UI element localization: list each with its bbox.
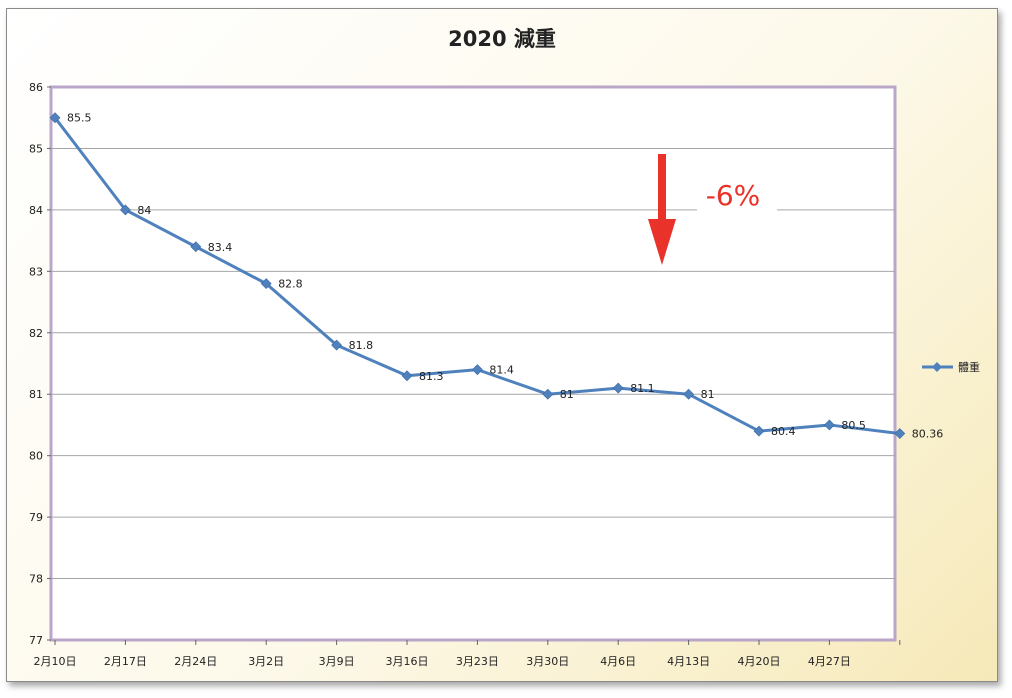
data-label: 84 (137, 204, 151, 217)
y-tick-label: 79 (29, 511, 43, 524)
plot-background (49, 85, 897, 642)
data-label: 80.4 (771, 425, 796, 438)
data-point-marker (119, 204, 131, 216)
data-label: 81.3 (419, 370, 444, 383)
annotation-arrow-shaft (658, 154, 666, 222)
chart-svg: 2020 減重 77 78 79 80 81 82 83 84 85 86 2月10日 2月17日 2月… (29, 27, 980, 668)
data-point-marker (753, 425, 765, 437)
data-label: 85.5 (67, 112, 92, 125)
data-point-marker (612, 382, 624, 394)
y-tick-label: 77 (29, 634, 43, 647)
annotation-backdrop (697, 177, 777, 213)
data-point-marker (401, 370, 413, 382)
y-tick-label: 82 (29, 327, 43, 340)
chart-title: 2020 減重 (448, 27, 556, 51)
x-tick-label: 3月2日 (248, 655, 284, 668)
data-label: 81.4 (489, 364, 514, 377)
data-point-marker (823, 419, 835, 431)
x-tick-label: 2月10日 (34, 655, 77, 668)
data-point-marker (331, 339, 343, 351)
x-tick-label: 4月6日 (600, 655, 636, 668)
chart-frame: 2020 減重 77 78 79 80 81 82 83 84 85 86 2月10日 2月17日 2月… (6, 8, 998, 682)
data-point-marker (683, 388, 695, 400)
data-point-marker (542, 388, 554, 400)
plot-area: 77 78 79 80 81 82 83 84 85 86 2月10日 2月17日 2月24日 3月2日 3… (29, 81, 980, 668)
data-label: 81.8 (349, 339, 374, 352)
data-label: 80.36 (912, 428, 944, 441)
y-tick-label: 85 (29, 142, 43, 155)
data-point-marker (894, 428, 906, 439)
data-label: 81.1 (630, 382, 655, 395)
x-tick-label: 3月16日 (386, 655, 429, 668)
data-label: 83.4 (208, 241, 233, 254)
x-tick-label: 4月20日 (738, 655, 781, 668)
data-label: 81 (560, 388, 574, 401)
data-point-marker (471, 364, 483, 376)
x-tick-label: 3月30日 (526, 655, 569, 668)
data-label: 81 (701, 388, 715, 401)
y-tick-label: 86 (29, 81, 43, 94)
x-tick-label: 4月27日 (808, 655, 851, 668)
x-tick-label: 4月13日 (667, 655, 710, 668)
annotation-arrow-head (648, 219, 676, 265)
y-tick-label: 84 (29, 204, 43, 217)
legend-marker (932, 362, 942, 372)
x-tick-label: 3月23日 (456, 655, 499, 668)
x-tick-label: 3月9日 (319, 655, 355, 668)
y-tick-label: 78 (29, 573, 43, 586)
x-tick-label: 2月24日 (174, 655, 217, 668)
annotation-label: -6% (706, 179, 761, 212)
data-point-marker (190, 241, 202, 253)
y-tick-label: 80 (29, 450, 43, 463)
data-label: 82.8 (278, 278, 303, 291)
data-point-marker (260, 278, 272, 290)
y-tick-label: 81 (29, 388, 43, 401)
legend-label: 體重 (958, 360, 980, 374)
data-point-marker (49, 112, 61, 124)
y-tick-label: 83 (29, 265, 43, 278)
x-tick-label: 2月17日 (104, 655, 147, 668)
data-label: 80.5 (841, 419, 866, 432)
